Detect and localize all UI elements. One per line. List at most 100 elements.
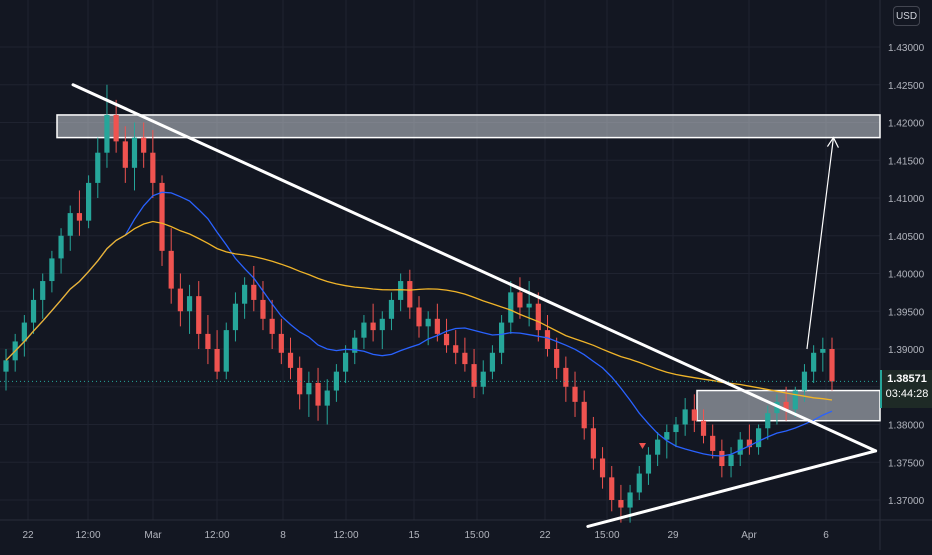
candle-body [517, 292, 523, 308]
candle-body [471, 364, 477, 387]
candle-body [755, 428, 762, 448]
candle-body [370, 322, 376, 331]
ma-short-line [5, 191, 833, 457]
marker-triangle [639, 443, 646, 449]
candle-body [811, 352, 817, 372]
candle-body [554, 349, 560, 368]
candle-body [829, 349, 835, 382]
currency-label: USD [895, 10, 918, 22]
y-tick-label: 1.43000 [888, 43, 925, 54]
candle-body [434, 318, 440, 334]
candle-body [526, 303, 532, 308]
candle-body [177, 288, 183, 312]
x-tick-label: Apr [741, 530, 757, 541]
candle-body [306, 382, 312, 395]
candle-body [76, 213, 83, 221]
candle-body [508, 292, 514, 323]
candle-body [324, 390, 330, 406]
x-tick-label: 15:00 [594, 530, 619, 541]
y-tick-label: 1.39500 [888, 307, 925, 318]
candle-body [443, 333, 450, 346]
projection-arrow[interactable] [806, 137, 835, 350]
candle-body [205, 333, 211, 349]
candle-body [746, 439, 752, 448]
bar-countdown: 03:44:28 [885, 388, 929, 400]
candle-body [407, 281, 413, 308]
candle-body [783, 401, 789, 410]
y-tick-label: 1.39000 [888, 345, 925, 356]
x-tick-label: 12:00 [75, 530, 100, 541]
candle-body [388, 299, 395, 319]
y-tick-label: 1.42000 [888, 119, 925, 130]
candle-body [232, 303, 239, 331]
x-tick-label: 12:00 [204, 530, 229, 541]
candle-body [196, 296, 202, 334]
candle-body [765, 413, 771, 429]
candle-body [278, 333, 284, 353]
x-tick-label: 6 [823, 530, 829, 541]
y-tick-label: 1.42500 [888, 81, 925, 92]
candle-body [700, 420, 707, 436]
last-price-value: 1.38571 [887, 373, 927, 385]
y-tick-label: 1.38000 [888, 421, 925, 432]
candle-body [86, 182, 92, 221]
candle-body [425, 318, 431, 327]
candle-body [242, 284, 248, 304]
candle-body [3, 360, 9, 372]
candle-body [287, 352, 294, 368]
candle-body [719, 450, 725, 467]
candle-body [581, 401, 587, 429]
candle-body [168, 250, 174, 289]
candle-body [159, 182, 165, 251]
candle-body [489, 352, 496, 372]
x-tick-label: 22 [22, 530, 34, 541]
candle-body [251, 284, 257, 300]
candle-body [21, 322, 27, 342]
candle-body [58, 235, 64, 259]
candle-body [113, 114, 119, 142]
candle-body [599, 458, 606, 478]
candle-body [572, 386, 578, 402]
x-tick-label: 12:00 [333, 530, 358, 541]
candle-body [315, 382, 321, 406]
candle-body [416, 307, 422, 327]
candle-body [214, 349, 220, 372]
candle-body [104, 114, 110, 153]
y-tick-label: 1.41500 [888, 156, 925, 167]
x-tick-label: 8 [280, 530, 286, 541]
x-tick-label: 15 [408, 530, 420, 541]
candle-body [342, 352, 349, 372]
x-tick-label: 22 [539, 530, 551, 541]
y-tick-label: 1.40500 [888, 232, 925, 243]
candle-body [499, 322, 505, 353]
candle-body [260, 299, 266, 319]
candle-body [67, 213, 73, 236]
candle-body [618, 500, 624, 508]
upper-trendline[interactable] [71, 83, 878, 453]
ma-long-line [5, 220, 833, 401]
candle-body [636, 473, 642, 493]
candle-body [462, 352, 468, 365]
candle-body [710, 435, 716, 451]
lower-trendline[interactable] [586, 449, 878, 528]
candle-body [728, 454, 734, 467]
y-tick-label: 1.37000 [888, 496, 925, 507]
candle-body [223, 330, 229, 372]
candle-body [609, 477, 615, 500]
candle-body [141, 137, 147, 153]
candle-body [792, 390, 798, 410]
y-tick-label: 1.40000 [888, 270, 925, 281]
y-tick-label: 1.41000 [888, 194, 925, 205]
candle-body [627, 492, 633, 508]
candle-body [535, 303, 541, 331]
y-tick-label: 1.37500 [888, 458, 925, 469]
candle-body [361, 322, 367, 338]
currency-selector[interactable]: USD [893, 6, 920, 26]
candle-body [737, 439, 743, 455]
candle-body [30, 299, 37, 323]
candle-body [682, 409, 688, 425]
resistance-zone[interactable] [56, 114, 881, 139]
x-tick-label: 29 [667, 530, 679, 541]
